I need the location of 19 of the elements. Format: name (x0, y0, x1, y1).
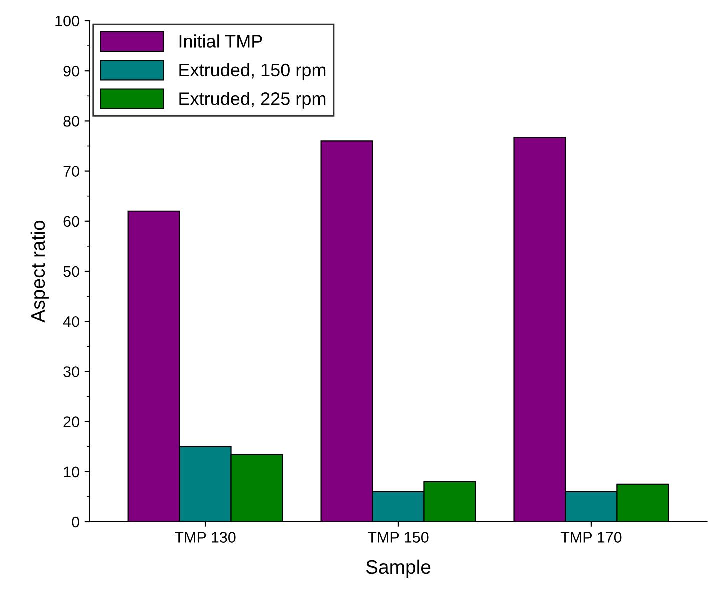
y-tick-label: 40 (63, 316, 80, 328)
y-tick-label: 60 (64, 216, 80, 228)
x-axis-title: Sample (366, 560, 431, 578)
y-tick-label: 10 (64, 466, 80, 478)
y-tick-label: 30 (64, 366, 80, 378)
y-tick-label: 20 (64, 416, 80, 428)
legend-label: Extruded, 150 rpm (180, 63, 326, 80)
y-tick-label: 90 (64, 66, 80, 77)
legend-label: Initial TMP (180, 34, 262, 48)
x-tick-label: TMP 130 (175, 532, 236, 543)
y-tick-label: 70 (64, 166, 80, 177)
y-tick-label: 100 (56, 16, 80, 27)
y-tick-label: 50 (64, 266, 80, 278)
y-tick-label: 80 (64, 116, 80, 127)
y-tick-label: 0 (72, 516, 80, 528)
x-tick-label: TMP 170 (560, 532, 622, 543)
y-axis-title: Aspect ratio (30, 220, 49, 323)
x-tick-label: TMP 150 (368, 532, 429, 543)
legend-label: Extruded, 225 rpm (180, 92, 326, 109)
